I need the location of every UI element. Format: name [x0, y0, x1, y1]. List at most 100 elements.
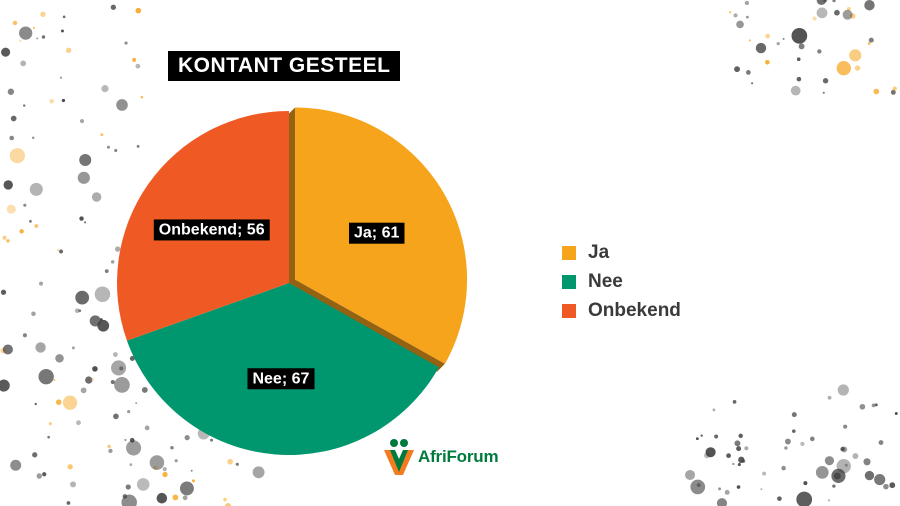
- splatter-dot: [744, 446, 749, 451]
- splatter-dot: [19, 26, 33, 40]
- splatter-dot: [40, 11, 46, 18]
- splatter-dot: [1, 47, 11, 57]
- splatter-dot: [894, 411, 898, 415]
- splatter-dot: [873, 88, 880, 95]
- splatter-dot: [61, 98, 66, 103]
- splatter-dot: [129, 355, 135, 361]
- splatter-dot: [696, 483, 701, 487]
- data-label-ja: Ja; 61: [349, 222, 405, 244]
- splatter-dot: [91, 192, 102, 202]
- splatter-dot: [100, 133, 104, 137]
- splatter-dot: [874, 403, 878, 407]
- splatter-dot: [864, 0, 875, 11]
- splatter-dot: [718, 487, 721, 491]
- splatter-dot: [110, 260, 115, 264]
- splatter-dot: [847, 7, 851, 11]
- splatter-dot: [734, 440, 741, 447]
- splatter-dot: [29, 182, 43, 196]
- splatter-dot: [182, 495, 188, 501]
- splatter-dot: [91, 377, 94, 381]
- splatter-dot: [74, 308, 80, 314]
- splatter-dot: [751, 82, 754, 85]
- svg-text:Nee; 67: Nee; 67: [252, 370, 309, 387]
- splatter-dot: [690, 479, 706, 495]
- splatter-dot: [836, 60, 851, 76]
- splatter-dot: [854, 65, 861, 71]
- splatter-dot: [110, 379, 115, 385]
- splatter-dot: [31, 136, 35, 140]
- splatter-dot: [890, 89, 896, 95]
- splatter-dot: [71, 346, 75, 350]
- splatter-dot: [868, 37, 874, 43]
- splatter-dot: [834, 9, 840, 16]
- splatter-dot: [765, 33, 770, 39]
- splatter-dot: [135, 402, 138, 405]
- splatter-dot: [10, 459, 22, 471]
- splatter-dot: [65, 47, 72, 54]
- splatter-dot: [9, 148, 25, 164]
- splatter-dot: [824, 456, 835, 466]
- legend-swatch-onbekend: [562, 303, 576, 318]
- splatter-dot: [822, 91, 825, 94]
- splatter-dot: [831, 468, 846, 483]
- splatter-dot: [732, 400, 737, 404]
- splatter-dot: [864, 470, 875, 481]
- splatter-dot: [31, 311, 36, 316]
- legend-item-nee: Nee: [562, 267, 681, 296]
- splatter-dot: [736, 446, 742, 452]
- splatter-dot: [0, 379, 10, 392]
- splatter-dot: [716, 498, 728, 506]
- splatter-dot: [765, 59, 770, 65]
- splatter-dot: [737, 462, 741, 467]
- splatter-dot: [223, 497, 227, 502]
- splatter-dot: [61, 29, 64, 33]
- svg-text:Ja; 61: Ja; 61: [354, 225, 399, 242]
- splatter-dot: [227, 458, 233, 465]
- splatter-dot: [53, 378, 56, 381]
- splatter-dot: [179, 481, 194, 496]
- splatter-dot: [85, 376, 93, 384]
- splatter-dot: [790, 85, 801, 96]
- splatter-dot: [78, 309, 82, 313]
- splatter-dot: [107, 444, 111, 449]
- splatter-dot: [12, 20, 18, 26]
- splatter-dot: [79, 154, 92, 167]
- splatter-dot: [84, 221, 87, 224]
- splatter-dot: [700, 434, 703, 437]
- splatter-dot: [823, 0, 828, 3]
- splatter-dot: [79, 118, 85, 124]
- splatter-dot: [844, 463, 848, 467]
- splatter-dot: [889, 482, 896, 489]
- splatter-dot: [878, 440, 884, 445]
- splatter-dot: [129, 463, 133, 467]
- splatter-dot: [842, 9, 853, 20]
- splatter-dot: [119, 366, 124, 371]
- splatter-dot: [745, 70, 751, 75]
- splatter-dot: [832, 484, 836, 488]
- splatter-dot: [38, 368, 54, 385]
- splatter-dot: [748, 39, 751, 42]
- splatter-dot: [62, 15, 66, 19]
- splatter-dot: [822, 78, 829, 84]
- splatter-dot: [35, 342, 46, 353]
- splatter-dot: [110, 4, 117, 10]
- splatter-dot: [815, 466, 829, 479]
- splatter-dot: [114, 377, 130, 393]
- splatter-dot: [892, 86, 897, 91]
- legend-swatch-nee: [562, 274, 576, 289]
- splatter-dot: [104, 269, 109, 274]
- splatter-dot: [32, 452, 38, 458]
- splatter-dot: [863, 458, 871, 466]
- splatter-dot: [3, 180, 13, 190]
- splatter-dot: [124, 438, 127, 442]
- splatter-dot: [23, 203, 27, 207]
- splatter-dot: [859, 403, 866, 410]
- legend-label-ja: Ja: [588, 241, 610, 263]
- splatter-dot: [22, 104, 26, 107]
- splatter-dot: [19, 39, 22, 42]
- splatter-dot: [777, 496, 782, 501]
- splatter-dot: [89, 315, 101, 327]
- afriforum-logo: AfriForum: [383, 438, 499, 476]
- splatter-dot: [738, 433, 743, 439]
